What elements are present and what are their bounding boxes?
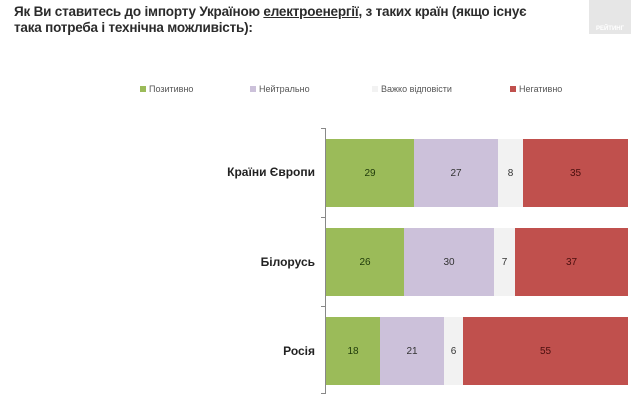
legend-swatch-icon: [510, 86, 516, 92]
bar-segment-positive: 18: [326, 317, 380, 385]
legend-swatch-icon: [372, 86, 378, 92]
title-text-underlined: електроенергії: [263, 4, 359, 19]
logo-text: РЕЙТИНГ: [595, 26, 625, 32]
legend-item-neutral: Нейтрально: [250, 84, 310, 94]
title-text-1: Як Ви ставитесь до імпорту Україною: [14, 4, 264, 19]
axis-tick: [321, 217, 325, 218]
legend-label: Нейтрально: [259, 84, 310, 94]
rating-logo: РЕЙТИНГ: [589, 0, 631, 34]
bar-segment-hard: 6: [444, 317, 463, 385]
legend-label: Важко відповісти: [381, 84, 452, 94]
legend-item-hard-to-say: Важко відповісти: [372, 84, 452, 94]
bar-segment-negative: 55: [463, 317, 628, 385]
bar-segment-negative: 37: [515, 228, 628, 296]
axis-tick: [321, 306, 325, 307]
row-label-russia: Росія: [283, 344, 315, 358]
y-axis: [325, 128, 326, 394]
legend-swatch-icon: [140, 86, 146, 92]
title-text-2: , з таких країн (якщо існує така потреба…: [14, 4, 527, 35]
bar-russia: 18 21 6 55: [326, 317, 628, 385]
bar-segment-negative: 35: [523, 139, 628, 207]
bar-segment-positive: 26: [326, 228, 404, 296]
bar-segment-neutral: 21: [380, 317, 444, 385]
bar-belarus: 26 30 7 37: [326, 228, 628, 296]
bar-europe: 29 27 8 35: [326, 139, 628, 207]
row-label-europe: Країни Європи: [227, 165, 315, 179]
chart-title: Як Ви ставитесь до імпорту Україною елек…: [14, 4, 534, 36]
bar-segment-neutral: 30: [404, 228, 494, 296]
legend-label: Негативно: [519, 84, 563, 94]
legend-item-positive: Позитивно: [140, 84, 193, 94]
bar-segment-neutral: 27: [414, 139, 498, 207]
bar-segment-hard: 8: [498, 139, 523, 207]
legend-swatch-icon: [250, 86, 256, 92]
bar-segment-hard: 7: [494, 228, 515, 296]
row-label-belarus: Білорусь: [260, 255, 315, 269]
axis-tick: [321, 393, 325, 394]
legend-item-negative: Негативно: [510, 84, 562, 94]
bar-segment-positive: 29: [326, 139, 414, 207]
legend-label: Позитивно: [149, 84, 194, 94]
axis-tick: [321, 128, 325, 129]
chart-legend: Позитивно Нейтрально Важко відповісти Не…: [0, 84, 643, 98]
